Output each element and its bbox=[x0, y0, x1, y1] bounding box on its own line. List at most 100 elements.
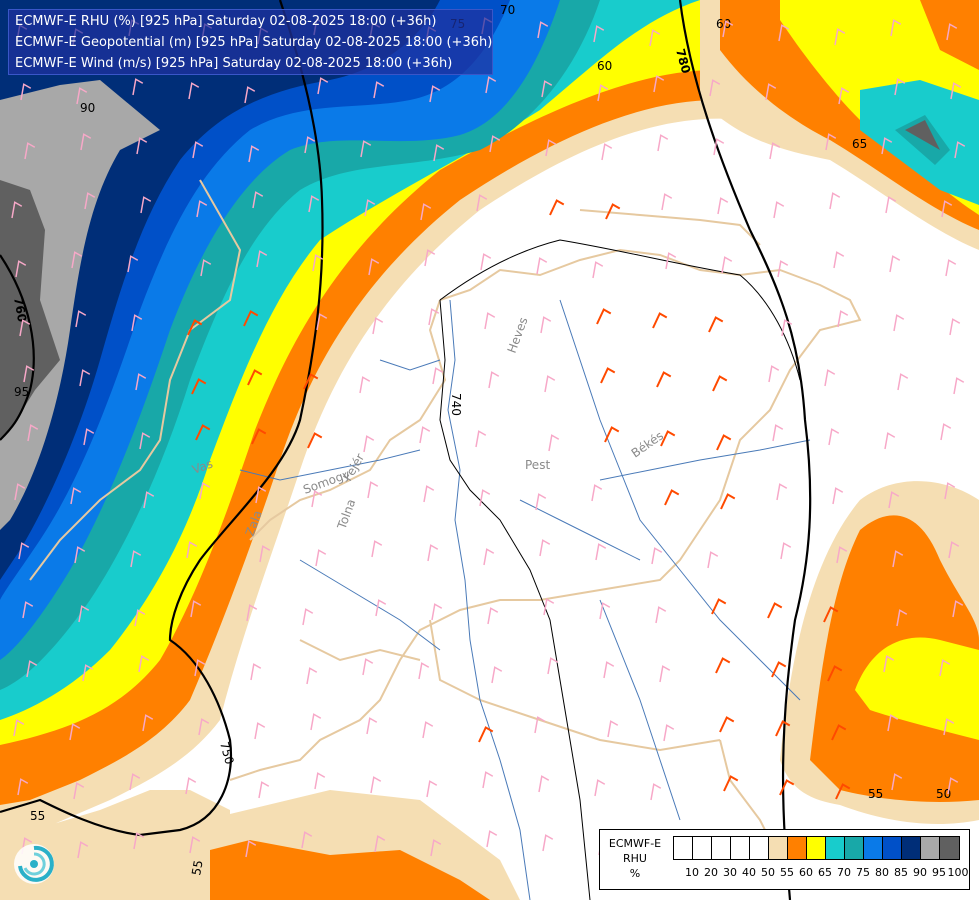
wind-barb bbox=[708, 316, 724, 333]
wind-barb bbox=[74, 546, 86, 564]
wind-barb bbox=[885, 196, 897, 214]
legend-swatch bbox=[940, 837, 959, 859]
wind-barb bbox=[484, 312, 496, 330]
legend-tick-label: 65 bbox=[818, 866, 832, 879]
wind-barb bbox=[360, 140, 372, 158]
wind-barb bbox=[188, 82, 200, 100]
wind-barb bbox=[83, 428, 95, 446]
legend-title-unit: % bbox=[629, 867, 641, 880]
wind-barb bbox=[591, 484, 603, 502]
wind-barb bbox=[432, 367, 444, 385]
wind-barb bbox=[190, 600, 202, 618]
wind-barb bbox=[134, 609, 146, 627]
wind-barb bbox=[776, 483, 788, 501]
wind-barb bbox=[77, 841, 89, 859]
contour-label-760: 760 bbox=[11, 296, 29, 323]
wind-barb bbox=[311, 490, 323, 508]
wind-barb bbox=[359, 376, 371, 394]
wind-barb bbox=[312, 254, 324, 272]
wind-barb bbox=[939, 659, 951, 677]
wind-barb bbox=[143, 491, 155, 509]
wind-barb bbox=[258, 781, 270, 799]
wind-barb bbox=[547, 657, 559, 675]
wind-barb bbox=[713, 138, 725, 156]
wind-barb bbox=[660, 430, 676, 447]
wind-barb bbox=[950, 82, 962, 100]
wind-barb bbox=[946, 23, 958, 41]
wind-barb bbox=[375, 599, 387, 617]
wind-barb bbox=[308, 195, 320, 213]
wind-barb bbox=[825, 133, 837, 151]
wind-barb bbox=[368, 258, 380, 276]
wind-barb bbox=[657, 134, 669, 152]
wind-barb bbox=[540, 316, 552, 334]
wind-barb bbox=[897, 373, 909, 391]
wind-barb bbox=[771, 661, 787, 678]
wind-barb bbox=[829, 192, 841, 210]
wind-barb bbox=[82, 664, 94, 682]
wind-barb bbox=[245, 840, 257, 858]
wind-barb bbox=[363, 435, 375, 453]
wind-barb bbox=[200, 259, 212, 277]
wind-barb bbox=[661, 193, 673, 211]
wind-barb bbox=[301, 831, 313, 849]
wind-barb bbox=[73, 782, 85, 800]
wind-barb bbox=[196, 200, 208, 218]
wind-barb bbox=[251, 428, 267, 445]
rhu-band-100 bbox=[0, 180, 60, 440]
wind-barb bbox=[76, 87, 88, 105]
wind-barb bbox=[424, 249, 436, 267]
wind-barb bbox=[191, 378, 207, 395]
contour-label-rhu-50: 50 bbox=[936, 787, 951, 801]
title-rhu: ECMWF-E RHU (%) [925 hPa] Saturday 02-08… bbox=[15, 14, 437, 29]
wind-barb bbox=[833, 251, 845, 269]
wind-barb bbox=[11, 201, 23, 219]
wind-barb bbox=[79, 369, 91, 387]
wind-barb bbox=[835, 783, 851, 800]
wind-barb bbox=[892, 550, 904, 568]
wind-barb bbox=[775, 720, 791, 737]
wind-barb bbox=[135, 373, 147, 391]
wind-barb bbox=[26, 660, 38, 678]
wind-barb bbox=[314, 772, 326, 790]
wind-barb bbox=[838, 87, 850, 105]
wind-barb bbox=[428, 308, 440, 326]
wind-barb bbox=[711, 598, 727, 615]
wind-barb bbox=[823, 606, 839, 623]
wind-barb bbox=[836, 546, 848, 564]
contour-label-rhu-55b: 55 bbox=[868, 787, 883, 801]
legend-swatch bbox=[731, 837, 750, 859]
wind-barb bbox=[255, 486, 267, 504]
wind-barb bbox=[832, 487, 844, 505]
wind-barb bbox=[142, 714, 154, 732]
wind-barb bbox=[482, 771, 494, 789]
legend-swatch bbox=[921, 837, 940, 859]
wind-barb bbox=[597, 84, 609, 102]
wind-barb bbox=[828, 428, 840, 446]
wind-barb bbox=[544, 375, 556, 393]
contour-label-750: 750 bbox=[217, 740, 236, 766]
wind-barb bbox=[80, 133, 92, 151]
legend-swatch bbox=[883, 837, 902, 859]
wind-barb bbox=[189, 836, 201, 854]
wind-barb bbox=[419, 426, 431, 444]
wind-barb bbox=[887, 714, 899, 732]
wind-barb bbox=[824, 369, 836, 387]
legend-title-model: ECMWF-E bbox=[608, 837, 662, 850]
wind-barb bbox=[247, 369, 263, 386]
wind-barb bbox=[14, 483, 26, 501]
wind-barb bbox=[709, 79, 721, 97]
contour-label-rhu-60a: 60 bbox=[597, 59, 612, 73]
wind-barb bbox=[24, 142, 36, 160]
contour-label-rhu-55a: 55 bbox=[30, 809, 45, 823]
wind-barb bbox=[941, 200, 953, 218]
legend-tick-label: 30 bbox=[723, 866, 737, 879]
wind-barb bbox=[768, 365, 780, 383]
legend-title: ECMWF-E RHU % bbox=[602, 836, 668, 881]
geopotential-contours bbox=[0, 0, 812, 900]
wind-barb bbox=[538, 775, 550, 793]
wind-barb bbox=[476, 194, 488, 212]
wind-barb bbox=[655, 606, 667, 624]
wind-barb bbox=[545, 139, 557, 157]
